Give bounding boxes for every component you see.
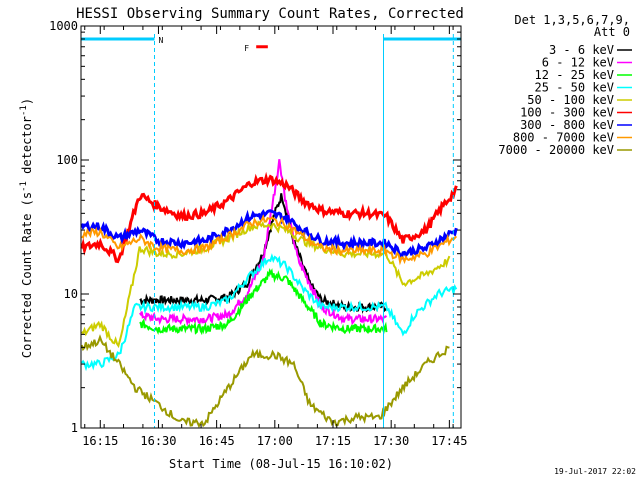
chart-title: HESSI Observing Summary Count Rates, Cor… (76, 6, 464, 22)
series-line-2 (139, 159, 388, 327)
x-axis-label: Start Time (08-Jul-15 16:10:02) (169, 457, 393, 471)
x-tick-label-6: 17:30 (373, 434, 409, 448)
x-tick-label-2: 16:30 (140, 434, 176, 448)
flare-label: F (244, 44, 249, 53)
x-tick-label-5: 17:15 (315, 434, 351, 448)
legend-label-1: 3 - 6 keV (549, 43, 614, 57)
series-line-4 (80, 253, 458, 372)
legend-header-line-2: Att 0 (594, 25, 630, 39)
x-tick-label-7: 17:45 (431, 434, 467, 448)
legend-label-8: 800 - 7000 keV (513, 131, 614, 145)
legend-label-5: 50 - 100 keV (527, 93, 614, 107)
x-tick-label-3: 16:45 (199, 434, 235, 448)
series-line-9 (80, 334, 450, 429)
legend-label-3: 12 - 25 keV (535, 68, 614, 82)
y-tick-label-1: 1 (71, 421, 78, 435)
legend-label-7: 300 - 800 keV (520, 118, 614, 132)
series-line-8 (81, 214, 458, 266)
night-label: N (158, 36, 163, 45)
y-tick-label-4: 1000 (49, 19, 78, 33)
legend-label-2: 6 - 12 keV (542, 56, 614, 70)
y-axis-label: Corrected Count Rate (s-1 detector-1) (19, 98, 34, 358)
plot-frame (80, 25, 462, 429)
x-tick-label-1: 16:15 (82, 434, 118, 448)
legend-label-9: 7000 - 20000 keV (498, 143, 614, 157)
plot-area: N F 1 10 100 1000 16:15 16:30 16:45 17:00 17:15 17:… (49, 19, 467, 448)
series-line-3 (139, 267, 388, 336)
legend-header-line-1: Det 1,3,5,6,7,9, (514, 13, 630, 27)
series-line-5 (81, 220, 451, 349)
legend-label-4: 25 - 50 keV (535, 81, 614, 95)
y-tick-label-3: 100 (56, 153, 78, 167)
series-line-7 (80, 208, 458, 260)
timestamp: 19-Jul-2017 22:02 (554, 467, 636, 476)
series-line-6 (80, 171, 458, 264)
legend-label-6: 100 - 300 keV (520, 106, 614, 120)
legend-header: Det 1,3,5,6,7,9,Att 0 (514, 13, 630, 39)
x-tick-label-4: 17:00 (257, 434, 293, 448)
y-tick-label-2: 10 (64, 287, 78, 301)
